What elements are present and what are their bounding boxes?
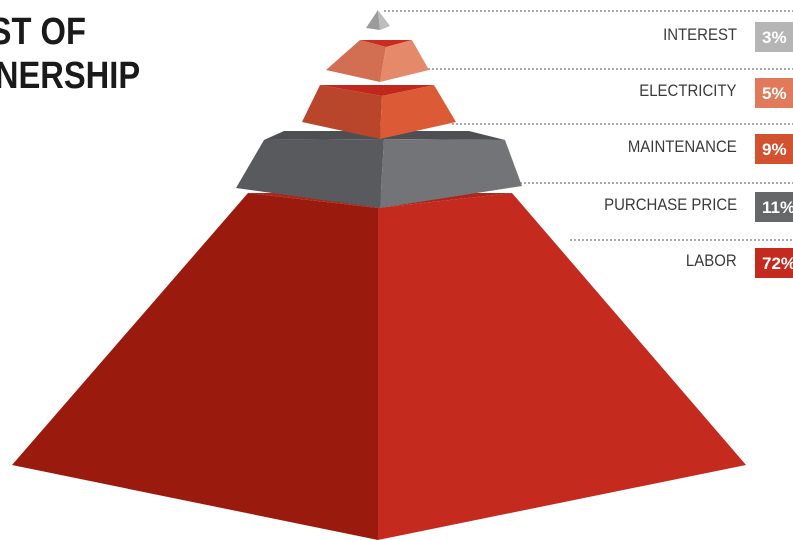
legend-row-interest: INTEREST 3% bbox=[560, 22, 793, 52]
legend-row-purchase-price: PURCHASE PRICE 11% bbox=[560, 192, 793, 222]
tier-electricity bbox=[326, 40, 429, 82]
legend-label-maintenance: MAINTENANCE bbox=[628, 137, 737, 156]
legend-row-electricity: ELECTRICITY 5% bbox=[560, 78, 793, 108]
tier-interest bbox=[366, 10, 390, 30]
tier-purchase-price bbox=[236, 131, 522, 208]
legend-label-purchase-price: PURCHASE PRICE bbox=[603, 195, 737, 214]
legend-label-labor: LABOR bbox=[686, 251, 737, 270]
legend-row-labor: LABOR 72% bbox=[560, 248, 793, 278]
title-line-2: NERSHIP bbox=[0, 55, 141, 97]
tier-maintenance bbox=[302, 85, 456, 139]
title-line-1: ST OF bbox=[0, 11, 86, 53]
legend-value-interest: 3% bbox=[755, 22, 793, 52]
legend-label-electricity: ELECTRICITY bbox=[639, 81, 737, 100]
legend-value-labor: 72% bbox=[755, 248, 793, 278]
legend-value-electricity: 5% bbox=[755, 78, 793, 108]
legend-value-maintenance: 9% bbox=[755, 134, 793, 164]
legend-row-maintenance: MAINTENANCE 9% bbox=[560, 134, 793, 164]
tier-labor bbox=[12, 193, 746, 540]
legend-value-purchase-price: 11% bbox=[755, 192, 793, 222]
legend-label-interest: INTEREST bbox=[663, 25, 737, 44]
infographic-title: ST OF NERSHIP bbox=[0, 10, 140, 98]
